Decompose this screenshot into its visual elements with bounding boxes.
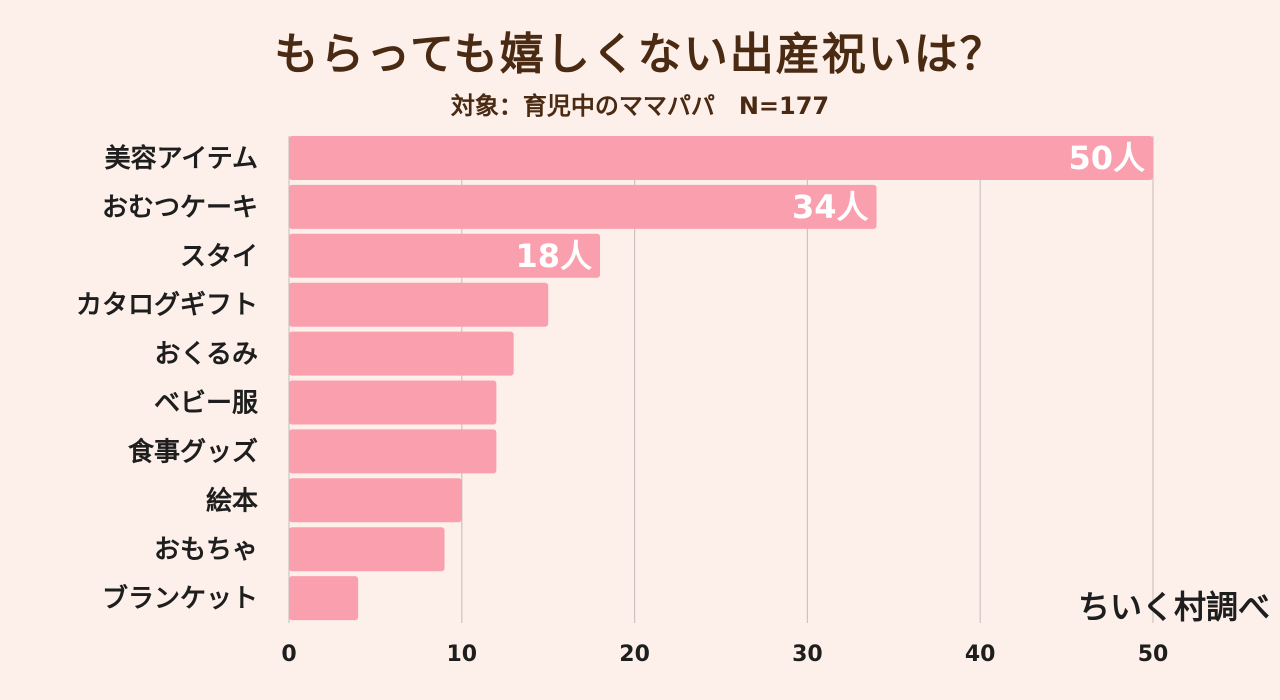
bar [289, 184, 877, 229]
category-labels: 美容アイテムおむつケーキスタイカタログギフトおくるみベビー服食事グッズ絵本おもち… [76, 143, 259, 614]
value-label: 34人 [792, 188, 869, 226]
category-label: 食事グッズ [128, 436, 258, 467]
category-label: 絵本 [206, 485, 258, 516]
category-label: ベビー服 [154, 389, 259, 419]
bar [289, 380, 497, 425]
x-tick-label: 10 [446, 642, 477, 667]
category-label: 美容アイテム [105, 143, 258, 174]
value-labels: 50人 34人 18人 [515, 139, 1145, 275]
category-label: カタログギフト [76, 291, 258, 321]
category-label: おもちゃ [154, 535, 258, 565]
category-label: ブランケット [102, 583, 258, 614]
bar [289, 478, 462, 523]
x-axis-ticks: 0 10 20 30 40 50 [281, 642, 1168, 667]
bars [289, 136, 1153, 621]
x-tick-label: 50 [1138, 642, 1169, 667]
x-tick-label: 20 [619, 642, 650, 667]
bar [289, 282, 549, 327]
category-label: おくるみ [155, 340, 258, 370]
category-label: おむつケーキ [102, 193, 258, 223]
x-tick-label: 40 [965, 642, 996, 667]
bar [289, 527, 445, 572]
value-label: 18人 [515, 237, 592, 275]
bar [289, 233, 601, 278]
bar [289, 331, 514, 376]
source-credit: ちいく村調べ [1077, 588, 1270, 626]
bar [289, 136, 1153, 180]
x-tick-label: 30 [792, 642, 823, 667]
chart-subtitle: 対象：育児中のママパパ N=177 [450, 92, 830, 120]
x-tick-label: 0 [281, 642, 296, 667]
value-label: 50人 [1068, 139, 1145, 177]
chart-title: もらっても嬉しくない出産祝いは？ [274, 29, 1006, 80]
bar [289, 576, 359, 621]
category-label: スタイ [180, 242, 258, 272]
bar [289, 429, 497, 474]
